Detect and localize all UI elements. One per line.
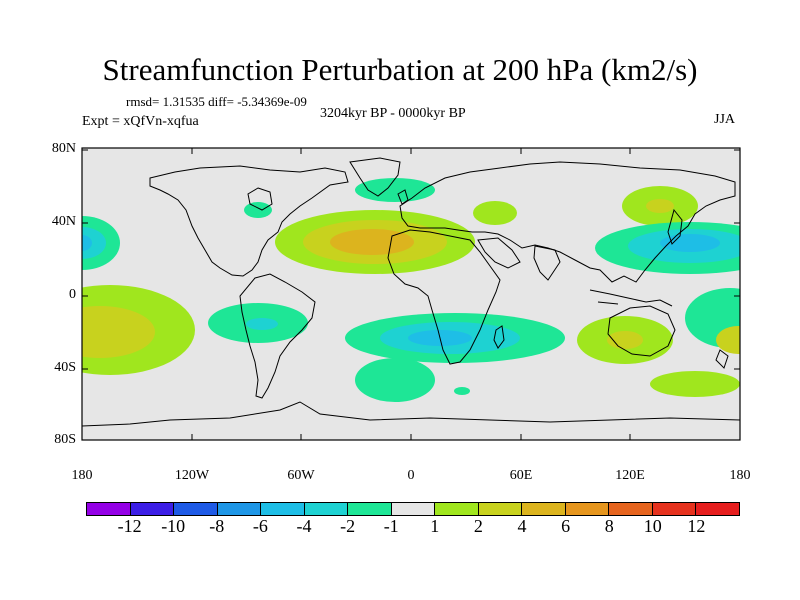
anomaly-npac-east-inner — [660, 234, 720, 252]
lon-label-180w: 180 — [71, 468, 93, 483]
colorbar-label: 2 — [473, 516, 483, 536]
lon-label-60w: 60W — [287, 468, 315, 483]
colorbar-swatch — [304, 503, 349, 515]
figure-title: Streamfunction Perturbation at 200 hPa (… — [102, 52, 698, 87]
colorbar-swatch — [609, 503, 653, 515]
anomaly-swpac-positive — [716, 326, 740, 354]
colorbar-swatch — [478, 503, 523, 515]
anomaly-field — [82, 178, 740, 402]
coast-british-isles — [397, 189, 409, 205]
colorbar-swatch — [87, 503, 131, 515]
coast-indonesia — [589, 289, 673, 307]
anomaly-southern-ocean-positive — [650, 371, 740, 397]
colorbar-swatch — [391, 503, 436, 515]
colorbar-swatch — [652, 503, 697, 515]
lat-label-80n: 80N — [51, 141, 76, 156]
anomaly-austr-inner — [607, 331, 643, 349]
period-label: 3204kyr BP - 0000kyr BP — [320, 106, 466, 121]
coast-madagascar — [493, 325, 505, 349]
anomaly-satl-outer-b — [355, 358, 435, 402]
coast-antarctica — [82, 401, 740, 427]
coast-south-america — [239, 273, 316, 399]
colorbar-label: 1 — [430, 516, 440, 536]
colorbar-swatch — [435, 503, 479, 515]
coast-new-zealand — [715, 349, 729, 369]
lon-label-180e: 180 — [729, 468, 751, 483]
colorbar-swatch — [130, 503, 175, 515]
lat-label-40s: 40S — [54, 360, 76, 375]
colorbar — [86, 502, 740, 516]
season-label: JJA — [714, 112, 736, 127]
colorbar-label: 12 — [687, 516, 706, 536]
lon-label-60e: 60E — [509, 468, 533, 483]
colorbar-label: -4 — [296, 516, 312, 536]
axis-ticks — [81, 148, 741, 441]
colorbar-label: 4 — [517, 516, 527, 536]
colorbar-swatch — [696, 503, 739, 515]
anomaly-spac-inner — [82, 306, 155, 358]
colorbar-label: -8 — [209, 516, 225, 536]
coast-australia — [607, 305, 676, 357]
anomaly-samer-inner — [246, 318, 278, 330]
colorbar-label: -6 — [252, 516, 268, 536]
lon-label-120w: 120W — [174, 468, 210, 483]
coast-greenland — [349, 157, 401, 197]
colorbar-label: -1 — [383, 516, 399, 536]
anomaly-nwpac-inner — [646, 199, 674, 213]
colorbar-swatch — [348, 503, 392, 515]
anomaly-sindian-small — [454, 387, 470, 395]
anomaly-hudson-negative — [244, 202, 272, 218]
colorbar-swatch — [522, 503, 566, 515]
lat-label-40n: 40N — [51, 214, 76, 229]
lon-label-120e: 120E — [615, 468, 645, 483]
lon-label-0: 0 — [407, 468, 415, 483]
coast-north-america — [149, 165, 349, 277]
lat-label-80s: 80S — [54, 432, 76, 447]
coast-japan — [667, 208, 683, 245]
colorbar-label: -2 — [340, 516, 356, 536]
coast-hudson-bay — [247, 187, 273, 211]
coast-india — [533, 245, 561, 281]
lat-label-eq: 0 — [69, 287, 76, 302]
experiment-label: Expt = xQfVn-xqfua — [82, 114, 199, 129]
colorbar-label: 8 — [604, 516, 614, 536]
stats-label: rmsd= 1.31535 diff= -5.34369e-09 — [126, 94, 307, 109]
colorbar-swatch — [217, 503, 262, 515]
coast-arabia — [477, 237, 521, 269]
colorbar-label: -10 — [161, 516, 186, 536]
coast-africa — [387, 229, 501, 365]
anomaly-npac-west-inner — [82, 235, 92, 251]
anomaly-npac-west-mid — [82, 227, 106, 259]
colorbar-swatch — [261, 503, 305, 515]
coast-eurasia — [399, 161, 736, 283]
colorbar-swatch — [565, 503, 610, 515]
anomaly-central-asia-positive — [473, 201, 517, 225]
colorbar-label: -12 — [117, 516, 142, 536]
colorbar-label: 6 — [561, 516, 571, 536]
colorbar-swatch — [174, 503, 218, 515]
coastlines — [82, 157, 740, 427]
colorbar-label: 10 — [643, 516, 662, 536]
